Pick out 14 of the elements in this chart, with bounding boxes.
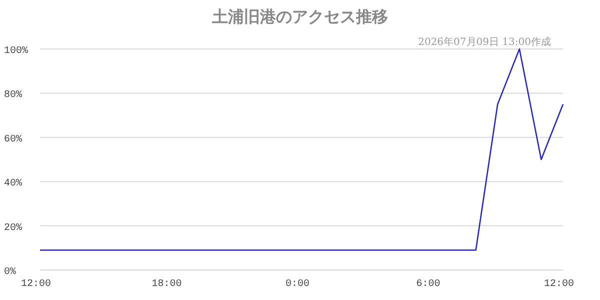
y-tick-label: 40% xyxy=(4,178,22,190)
y-tick-label: 60% xyxy=(4,134,22,146)
y-tick-label: 0% xyxy=(4,267,16,278)
chart-title: 土浦旧港のアクセス推移 xyxy=(211,7,388,26)
x-tick-label: 18:00 xyxy=(152,279,182,290)
chart-subtitle: 2026年07月09日 13:00作成 xyxy=(418,36,551,48)
x-tick-label: 12:00 xyxy=(544,279,574,290)
x-tick-label: 0:00 xyxy=(285,279,310,290)
x-tick-label: 6:00 xyxy=(416,279,440,290)
x-tick-label: 12:00 xyxy=(20,279,52,290)
y-tick-label: 100% xyxy=(4,46,28,57)
y-tick-label: 20% xyxy=(4,222,22,234)
y-tick-label: 80% xyxy=(4,90,22,102)
line-series xyxy=(39,48,564,251)
